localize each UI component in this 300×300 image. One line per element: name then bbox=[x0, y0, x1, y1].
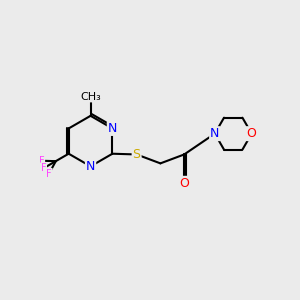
Text: F: F bbox=[46, 169, 52, 179]
Text: N: N bbox=[108, 122, 117, 135]
Text: S: S bbox=[133, 148, 141, 161]
Text: F: F bbox=[39, 156, 44, 166]
Text: N: N bbox=[210, 127, 220, 140]
Text: O: O bbox=[179, 177, 189, 190]
Text: N: N bbox=[86, 160, 95, 173]
Text: O: O bbox=[247, 127, 256, 140]
Text: CH₃: CH₃ bbox=[80, 92, 101, 101]
Text: F: F bbox=[40, 163, 46, 173]
